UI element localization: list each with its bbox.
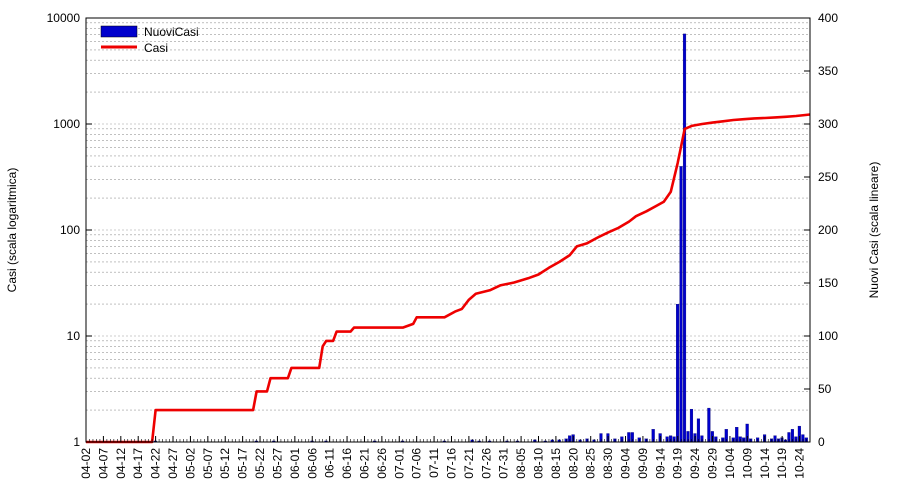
y-left-tick-label: 1000 (53, 117, 80, 131)
x-tick-label: 05-02 (183, 448, 197, 479)
legend-label-new-cases: NuoviCasi (144, 25, 199, 39)
y-right-tick-label: 350 (818, 64, 838, 78)
y-right-tick-label: 150 (818, 276, 838, 290)
cases-line-group (86, 113, 811, 444)
x-tick-label: 08-15 (549, 448, 563, 479)
x-tick-label: 07-16 (444, 448, 458, 479)
x-tick-label: 05-17 (236, 448, 250, 479)
x-tick-label: 06-01 (288, 448, 302, 479)
y-left-tick-label: 10 (67, 329, 81, 343)
x-tick-label: 08-10 (532, 448, 546, 479)
x-tick-label: 09-29 (706, 448, 720, 479)
x-tick-label: 05-07 (201, 448, 215, 479)
x-tick-label: 07-01 (392, 448, 406, 479)
y-left-tick-label: 100 (60, 223, 80, 237)
legend-label-cases: Casi (144, 41, 168, 55)
x-tick-label: 10-19 (775, 448, 789, 479)
x-tick-label: 04-22 (149, 448, 163, 479)
y-right-tick-label: 250 (818, 170, 838, 184)
x-tick-label: 05-22 (253, 448, 267, 479)
y-left-axis-title: Casi (scala logaritmica) (5, 168, 19, 293)
bar-new-cases (676, 304, 680, 443)
x-tick-label: 04-17 (131, 448, 145, 479)
x-tick-label: 07-21 (462, 448, 476, 479)
y-axis-right: 0 50 100 150 200 250 300 350 400 (804, 11, 838, 449)
y-right-tick-label: 50 (818, 382, 832, 396)
x-tick-label: 10-09 (740, 448, 754, 479)
x-tick-label: 08-25 (584, 448, 598, 479)
y-right-tick-label: 0 (818, 435, 825, 449)
bar-new-cases (679, 166, 683, 443)
x-tick-label: 05-27 (270, 448, 284, 479)
x-tick-label: 04-02 (79, 448, 93, 479)
x-tick-label: 10-14 (758, 448, 772, 479)
x-tick-label: 07-11 (427, 448, 441, 478)
y-axis-left: 1 10 100 1000 10000 (47, 11, 92, 449)
x-tick-label: 09-09 (636, 448, 650, 479)
x-tick-label: 09-19 (671, 448, 685, 479)
y-right-axis-title: Nuovi Casi (scala lineare) (867, 162, 881, 299)
x-tick-label: 06-11 (323, 448, 337, 478)
x-tick-label: 08-30 (601, 448, 615, 479)
x-tick-label: 09-24 (688, 448, 702, 479)
x-tick-label: 04-12 (114, 448, 128, 479)
x-tick-label: 05-12 (218, 448, 232, 479)
x-axis: 04-02 04-07 04-12 04-17 04-22 04-27 05-02 05-07… (79, 436, 811, 479)
x-tick-label: 09-14 (653, 448, 667, 479)
grid-lines (86, 22, 810, 411)
x-tick-label: 04-27 (166, 448, 180, 479)
x-tick-label: 09-04 (619, 448, 633, 479)
y-left-tick-label: 1 (73, 435, 80, 449)
x-tick-label: 07-31 (497, 448, 511, 479)
x-tick-label: 06-16 (340, 448, 354, 479)
legend-swatch-new-cases (100, 25, 138, 38)
legend: NuoviCasi Casi (100, 25, 199, 55)
x-tick-label: 08-05 (514, 448, 528, 479)
y-left-tick-label: 10000 (47, 11, 81, 25)
y-right-tick-label: 100 (818, 329, 838, 343)
x-tick-label: 07-26 (479, 448, 493, 479)
bar-new-cases (707, 407, 711, 443)
x-tick-label: 04-07 (96, 448, 110, 479)
x-tick-label: 08-20 (566, 448, 580, 479)
y-right-tick-label: 400 (818, 11, 838, 25)
x-tick-label: 10-24 (793, 448, 807, 479)
bar-new-cases (696, 418, 700, 443)
y-right-tick-label: 200 (818, 223, 838, 237)
bar-new-cases (689, 408, 694, 443)
x-tick-label: 06-26 (375, 448, 389, 479)
x-tick-label: 06-06 (305, 448, 319, 479)
cases-line (86, 113, 811, 444)
bar-new-cases (682, 33, 687, 443)
y-right-tick-label: 300 (818, 117, 838, 131)
x-tick-label: 10-04 (723, 448, 737, 479)
x-tick-label: 06-21 (357, 448, 371, 479)
x-tick-label: 07-06 (410, 448, 424, 479)
